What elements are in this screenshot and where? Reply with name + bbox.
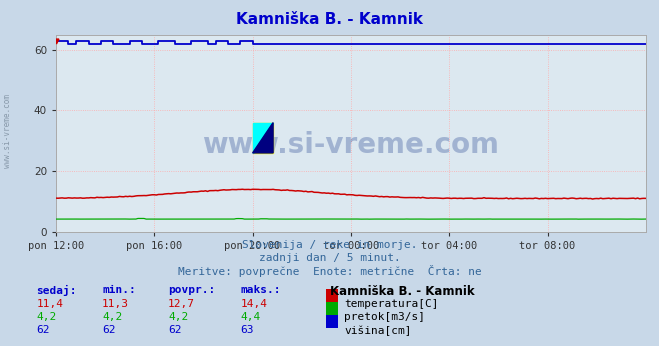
Text: www.si-vreme.com: www.si-vreme.com — [3, 94, 13, 169]
Text: Kamniška B. - Kamnik: Kamniška B. - Kamnik — [330, 285, 474, 299]
Text: 62: 62 — [36, 325, 49, 335]
Text: pretok[m3/s]: pretok[m3/s] — [344, 312, 425, 322]
Text: Slovenija / reke in morje.: Slovenija / reke in morje. — [242, 240, 417, 251]
Text: Meritve: povprečne  Enote: metrične  Črta: ne: Meritve: povprečne Enote: metrične Črta:… — [178, 265, 481, 277]
Text: 12,7: 12,7 — [168, 299, 195, 309]
Text: min.:: min.: — [102, 285, 136, 295]
Text: Kamniška B. - Kamnik: Kamniška B. - Kamnik — [236, 12, 423, 27]
Text: 4,4: 4,4 — [241, 312, 261, 322]
Text: maks.:: maks.: — [241, 285, 281, 295]
Text: 11,4: 11,4 — [36, 299, 63, 309]
Bar — [252, 122, 273, 153]
Text: 4,2: 4,2 — [102, 312, 123, 322]
Text: zadnji dan / 5 minut.: zadnji dan / 5 minut. — [258, 253, 401, 263]
Polygon shape — [252, 122, 273, 153]
Text: www.si-vreme.com: www.si-vreme.com — [202, 131, 500, 159]
Text: 14,4: 14,4 — [241, 299, 268, 309]
Polygon shape — [252, 122, 273, 153]
Text: 63: 63 — [241, 325, 254, 335]
Text: sedaj:: sedaj: — [36, 285, 76, 297]
Text: višina[cm]: višina[cm] — [344, 325, 411, 336]
Text: povpr.:: povpr.: — [168, 285, 215, 295]
Text: 4,2: 4,2 — [36, 312, 57, 322]
Text: 62: 62 — [168, 325, 181, 335]
Text: temperatura[C]: temperatura[C] — [344, 299, 438, 309]
Text: 62: 62 — [102, 325, 115, 335]
Text: 4,2: 4,2 — [168, 312, 188, 322]
Text: 11,3: 11,3 — [102, 299, 129, 309]
